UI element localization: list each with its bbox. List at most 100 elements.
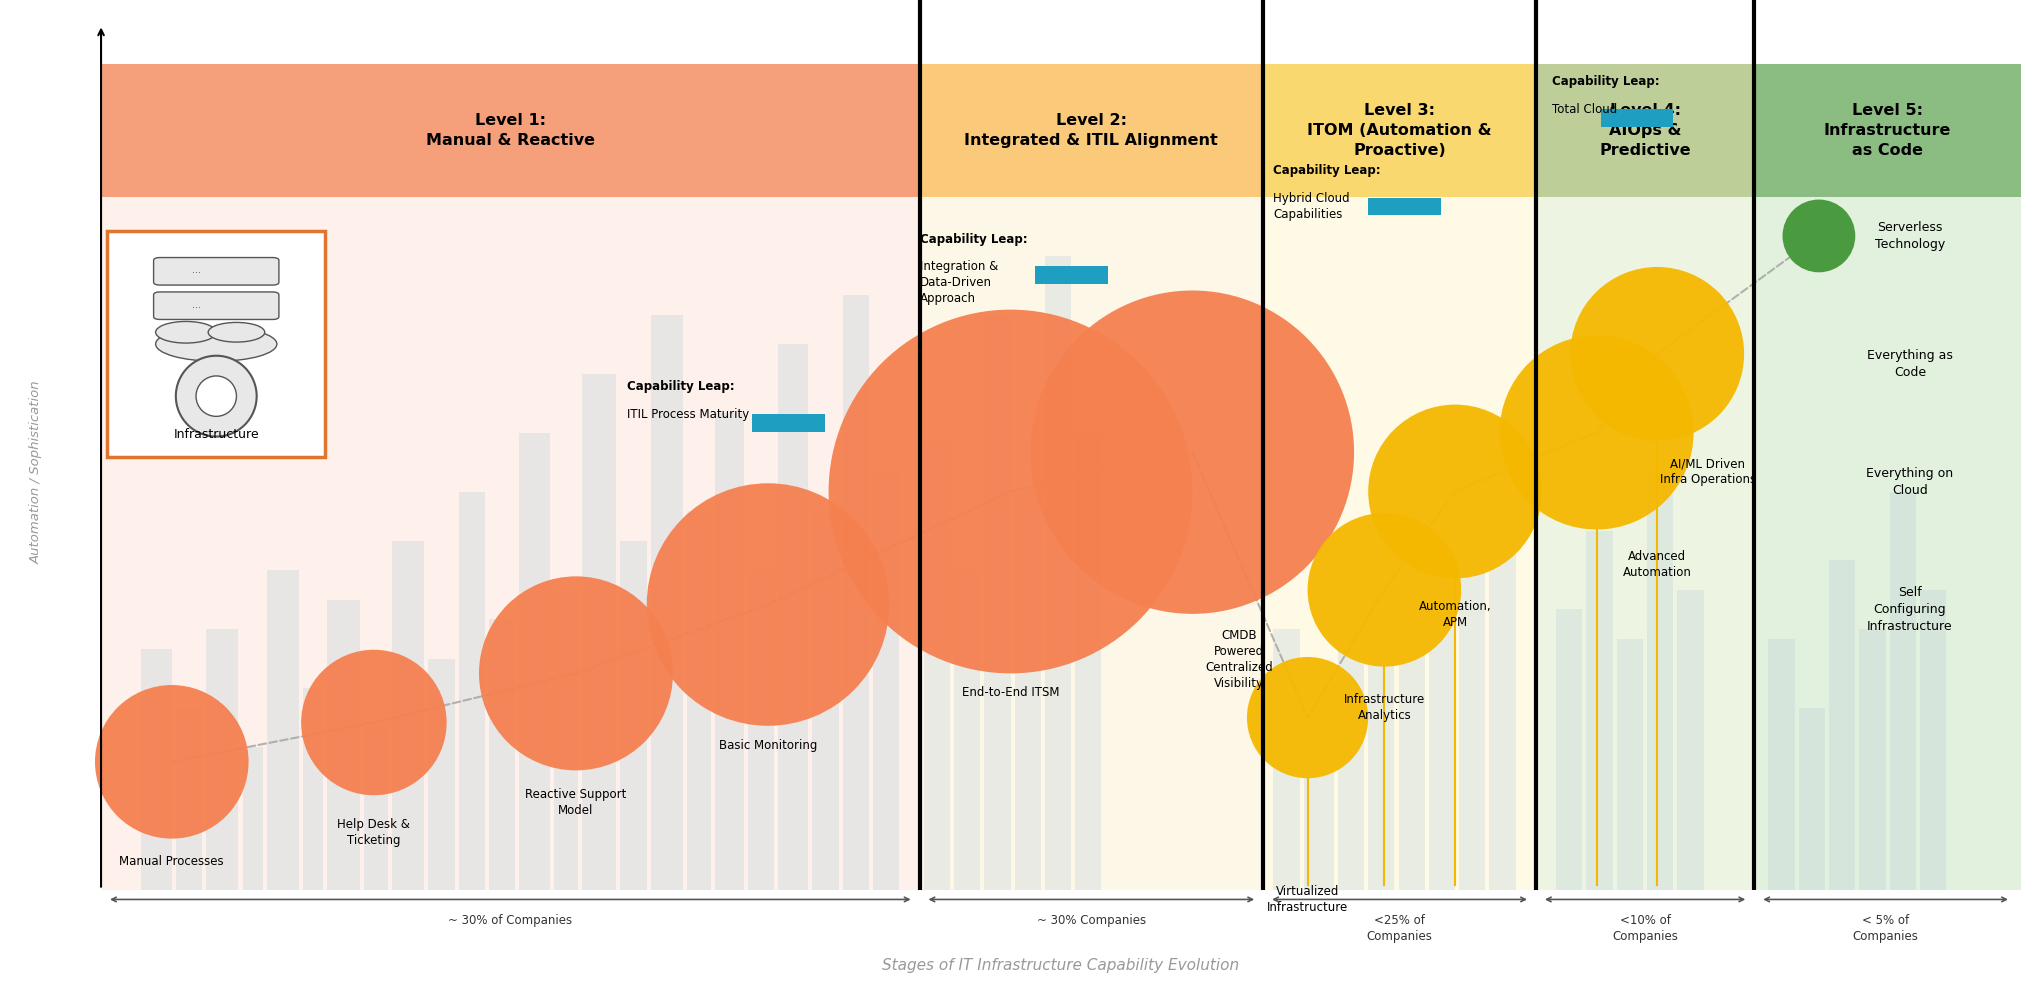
Text: Infrastructure: Infrastructure — [174, 428, 259, 441]
Bar — [1489, 550, 1516, 890]
Bar — [489, 619, 515, 890]
Bar — [1075, 433, 1101, 890]
Bar — [984, 315, 1010, 890]
Bar — [1677, 590, 1704, 890]
Text: ~ 30% Companies: ~ 30% Companies — [1037, 914, 1146, 927]
Text: Capability Leap:: Capability Leap: — [1552, 76, 1659, 88]
Bar — [1338, 570, 1364, 890]
Bar — [920, 197, 1263, 890]
Bar — [364, 727, 388, 890]
Ellipse shape — [95, 685, 249, 838]
Ellipse shape — [301, 650, 447, 795]
Text: End-to-End ITSM: End-to-End ITSM — [962, 686, 1059, 699]
Ellipse shape — [196, 376, 236, 417]
Bar — [1799, 708, 1825, 890]
Ellipse shape — [1308, 513, 1461, 666]
Bar — [176, 708, 202, 890]
Bar — [843, 295, 869, 890]
Bar — [1399, 492, 1425, 890]
Bar — [752, 414, 825, 432]
Ellipse shape — [829, 310, 1192, 673]
Bar — [1617, 639, 1643, 890]
Ellipse shape — [1031, 291, 1354, 613]
Bar — [101, 197, 920, 890]
Text: AI/ML Driven
Infra Operations: AI/ML Driven Infra Operations — [1659, 457, 1756, 487]
Bar — [459, 492, 485, 890]
Bar — [1304, 708, 1334, 890]
Text: <10% of
Companies: <10% of Companies — [1613, 914, 1677, 944]
Bar — [1754, 64, 2021, 197]
Text: Level 5:
Infrastructure
as Code: Level 5: Infrastructure as Code — [1823, 103, 1952, 157]
Text: Advanced
Automation: Advanced Automation — [1623, 550, 1692, 580]
Ellipse shape — [1570, 267, 1744, 440]
Bar — [1556, 609, 1582, 890]
Bar — [267, 570, 299, 890]
Ellipse shape — [156, 326, 277, 361]
Text: Hybrid Cloud
Capabilities: Hybrid Cloud Capabilities — [1273, 192, 1350, 221]
Ellipse shape — [1368, 405, 1542, 578]
Bar — [303, 688, 323, 890]
Text: ITIL Process Maturity: ITIL Process Maturity — [627, 408, 748, 421]
Text: ...: ... — [192, 265, 200, 275]
Bar — [812, 511, 839, 890]
Text: Integration &
Data-Driven
Approach: Integration & Data-Driven Approach — [920, 260, 998, 306]
Bar — [651, 315, 683, 890]
Bar — [1890, 492, 1916, 890]
Bar — [1920, 590, 1946, 890]
Bar — [954, 570, 980, 890]
Bar — [1273, 629, 1300, 890]
Bar — [1536, 197, 1754, 890]
Text: Everything on
Cloud: Everything on Cloud — [1865, 467, 1954, 496]
Text: Automation / Sophistication: Automation / Sophistication — [30, 380, 42, 563]
Ellipse shape — [1783, 200, 1855, 272]
Text: Reactive Support
Model: Reactive Support Model — [525, 788, 627, 818]
FancyBboxPatch shape — [107, 231, 325, 457]
Bar — [1859, 629, 1886, 890]
Bar — [1829, 560, 1855, 890]
Text: Automation,
APM: Automation, APM — [1419, 600, 1491, 629]
FancyBboxPatch shape — [154, 258, 279, 285]
Bar — [1263, 197, 1536, 890]
Ellipse shape — [1247, 657, 1368, 779]
Text: Total Cloud: Total Cloud — [1552, 103, 1617, 116]
Bar — [141, 649, 172, 890]
Bar — [1768, 639, 1795, 890]
Bar — [327, 600, 360, 890]
Bar — [206, 629, 238, 890]
Bar — [1368, 639, 1394, 890]
Text: Self
Configuring
Infrastructure: Self Configuring Infrastructure — [1867, 586, 1952, 633]
Ellipse shape — [156, 321, 216, 343]
Bar — [554, 590, 578, 890]
Bar — [1035, 266, 1108, 284]
Bar — [1754, 197, 2021, 890]
Ellipse shape — [1500, 335, 1694, 530]
Text: Manual Processes: Manual Processes — [119, 855, 224, 868]
Bar — [715, 413, 744, 890]
Text: Level 2:
Integrated & ITIL Alignment: Level 2: Integrated & ITIL Alignment — [964, 113, 1219, 147]
Text: Basic Monitoring: Basic Monitoring — [719, 739, 816, 752]
Bar — [748, 570, 774, 890]
Bar — [392, 541, 424, 890]
Bar — [1045, 256, 1071, 890]
Bar — [687, 511, 711, 890]
Bar — [243, 747, 263, 890]
Bar — [778, 344, 808, 890]
Text: Stages of IT Infrastructure Capability Evolution: Stages of IT Infrastructure Capability E… — [883, 958, 1239, 973]
Text: Serverless
Technology: Serverless Technology — [1875, 221, 1944, 251]
Bar — [1263, 64, 1536, 197]
Bar — [924, 442, 950, 890]
Text: Infrastructure
Analytics: Infrastructure Analytics — [1344, 693, 1425, 723]
Text: Capability Leap:: Capability Leap: — [1273, 164, 1380, 177]
Ellipse shape — [479, 576, 673, 771]
Ellipse shape — [176, 356, 257, 436]
Text: Capability Leap:: Capability Leap: — [920, 233, 1027, 246]
Bar — [1601, 109, 1673, 127]
Text: Level 4:
AIOps &
Predictive: Level 4: AIOps & Predictive — [1599, 103, 1692, 157]
Text: <25% of
Companies: <25% of Companies — [1366, 914, 1433, 944]
Text: Everything as
Code: Everything as Code — [1867, 349, 1952, 378]
FancyBboxPatch shape — [154, 292, 279, 319]
Bar — [1015, 492, 1041, 890]
Bar — [1647, 472, 1673, 890]
Bar — [1368, 198, 1441, 215]
Ellipse shape — [647, 484, 889, 725]
